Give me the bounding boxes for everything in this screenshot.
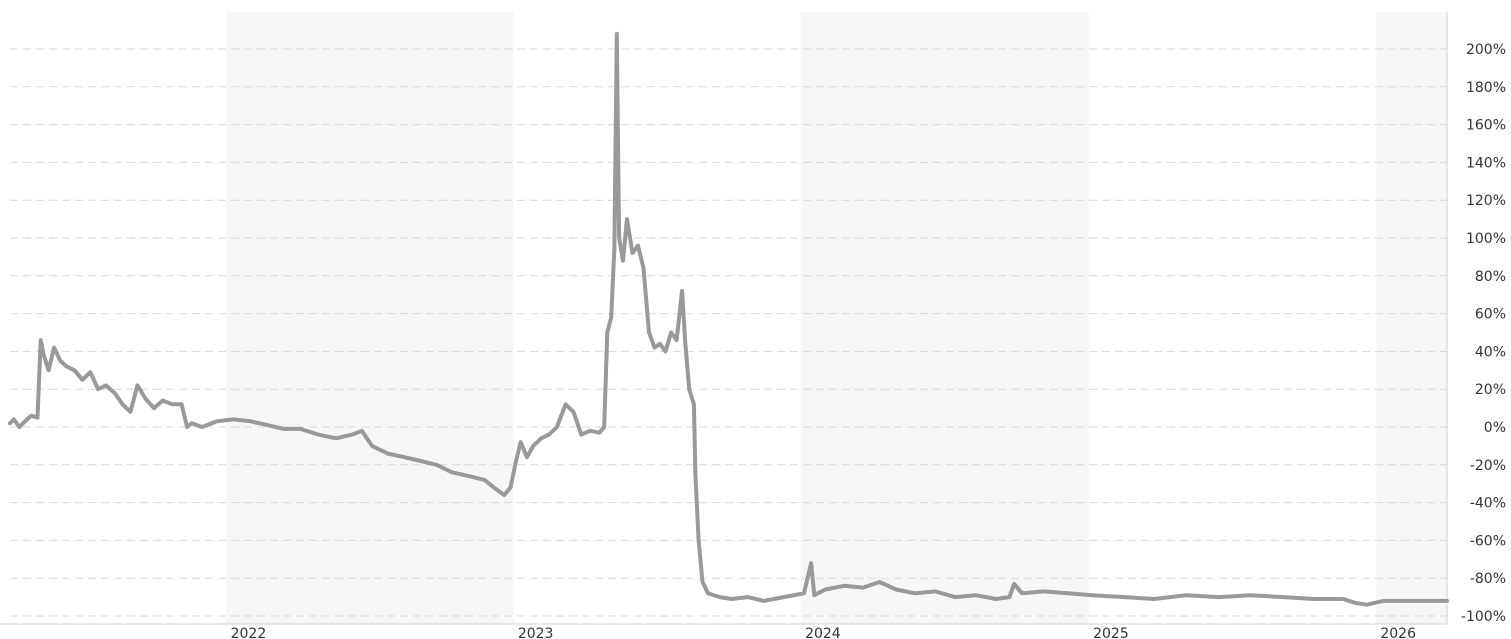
y-tick-label: 180%: [1466, 80, 1506, 96]
year-band-0: [226, 12, 514, 624]
y-tick-label: 200%: [1466, 42, 1506, 58]
y-tick-label: 80%: [1475, 269, 1506, 285]
x-tick-label: 2024: [805, 626, 841, 639]
y-tick-label: -40%: [1470, 496, 1506, 512]
year-band-2: [1376, 12, 1447, 624]
y-tick-label: 20%: [1475, 382, 1506, 398]
y-tick-label: 160%: [1466, 118, 1506, 134]
series-line: [8, 31, 1449, 607]
y-tick-label: 140%: [1466, 155, 1506, 171]
year-band-1: [800, 12, 1089, 624]
y-tick-label: 0%: [1484, 420, 1506, 436]
y-tick-label: -100%: [1461, 609, 1506, 625]
y-tick-label: 120%: [1466, 193, 1506, 209]
y-tick-label: -60%: [1470, 533, 1506, 549]
x-tick-label: 2026: [1380, 626, 1416, 639]
y-tick-label: 60%: [1475, 307, 1506, 323]
y-tick-label: -80%: [1470, 571, 1506, 587]
y-tick-label: -20%: [1470, 458, 1506, 474]
horizontal-gridlines: [10, 48, 1447, 617]
alternating-year-bands: [226, 12, 1447, 624]
y-tick-label: 40%: [1475, 344, 1506, 360]
y-axis-tick-labels: 200% 180% 160% 140% 120% 100% 80% 60% 40% 20% 0% -2…: [1461, 42, 1506, 625]
x-axis-tick-labels: 2022 2023 2024 2025 2026: [231, 626, 1416, 639]
x-tick-label: 2025: [1093, 626, 1129, 639]
y-tick-label: 100%: [1466, 231, 1506, 247]
x-tick-label: 2022: [231, 626, 267, 639]
x-tick-label: 2023: [518, 626, 554, 639]
